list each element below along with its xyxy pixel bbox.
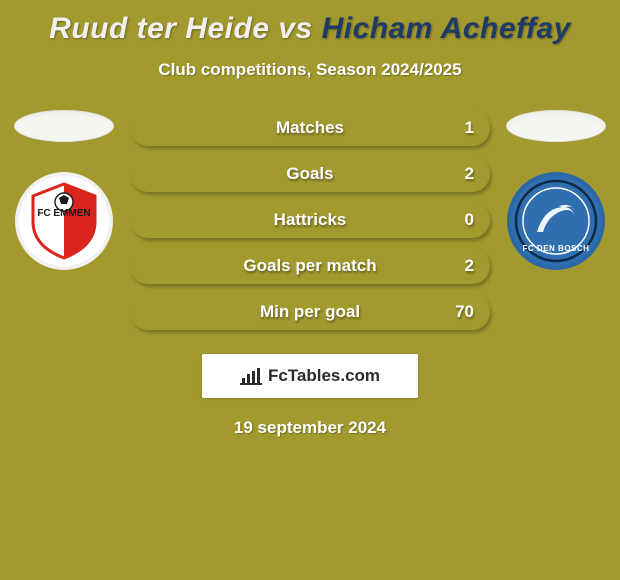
comparison-card: Ruud ter Heide vs Hicham Acheffay Club c…: [0, 0, 620, 580]
vs-separator: vs: [278, 12, 312, 45]
right-club-name: FC DEN BOSCH: [510, 245, 602, 254]
left-side: FC EMMEN: [4, 110, 124, 270]
stat-value: 2: [465, 156, 474, 192]
stat-label: Goals per match: [130, 248, 490, 284]
stat-value: 70: [455, 294, 474, 330]
stat-label: Min per goal: [130, 294, 490, 330]
right-club-badge: FC DEN BOSCH: [507, 172, 605, 270]
left-club-badge-svg: [23, 180, 105, 262]
stats-list: Matches1Goals2Hattricks0Goals per match2…: [124, 110, 496, 340]
stat-bar: Goals2: [130, 156, 490, 192]
stat-bar: Min per goal70: [130, 294, 490, 330]
page-title: Ruud ter Heide vs Hicham Acheffay: [0, 0, 620, 46]
stat-value: 0: [465, 202, 474, 238]
stat-label: Goals: [130, 156, 490, 192]
right-side: FC DEN BOSCH: [496, 110, 616, 270]
stat-value: 1: [465, 110, 474, 146]
player-a-avatar-placeholder: [14, 110, 114, 142]
left-club-badge: FC EMMEN: [15, 172, 113, 270]
stat-bar: Matches1: [130, 110, 490, 146]
player-b-name: Hicham Acheffay: [322, 12, 571, 45]
stat-label: Hattricks: [130, 202, 490, 238]
stat-label: Matches: [130, 110, 490, 146]
left-club-name: FC EMMEN: [18, 208, 110, 219]
subtitle: Club competitions, Season 2024/2025: [0, 60, 620, 80]
stat-value: 2: [465, 248, 474, 284]
date-text: 19 september 2024: [0, 418, 620, 438]
stat-bar: Hattricks0: [130, 202, 490, 238]
player-a-name: Ruud ter Heide: [49, 12, 269, 45]
stat-bar: Goals per match2: [130, 248, 490, 284]
brand-chart-icon: [240, 367, 262, 385]
brand-text: FcTables.com: [268, 366, 380, 386]
brand-badge: FcTables.com: [202, 354, 418, 398]
content-row: FC EMMEN Matches1Goals2Hattricks0Goals p…: [0, 110, 620, 340]
player-b-avatar-placeholder: [506, 110, 606, 142]
